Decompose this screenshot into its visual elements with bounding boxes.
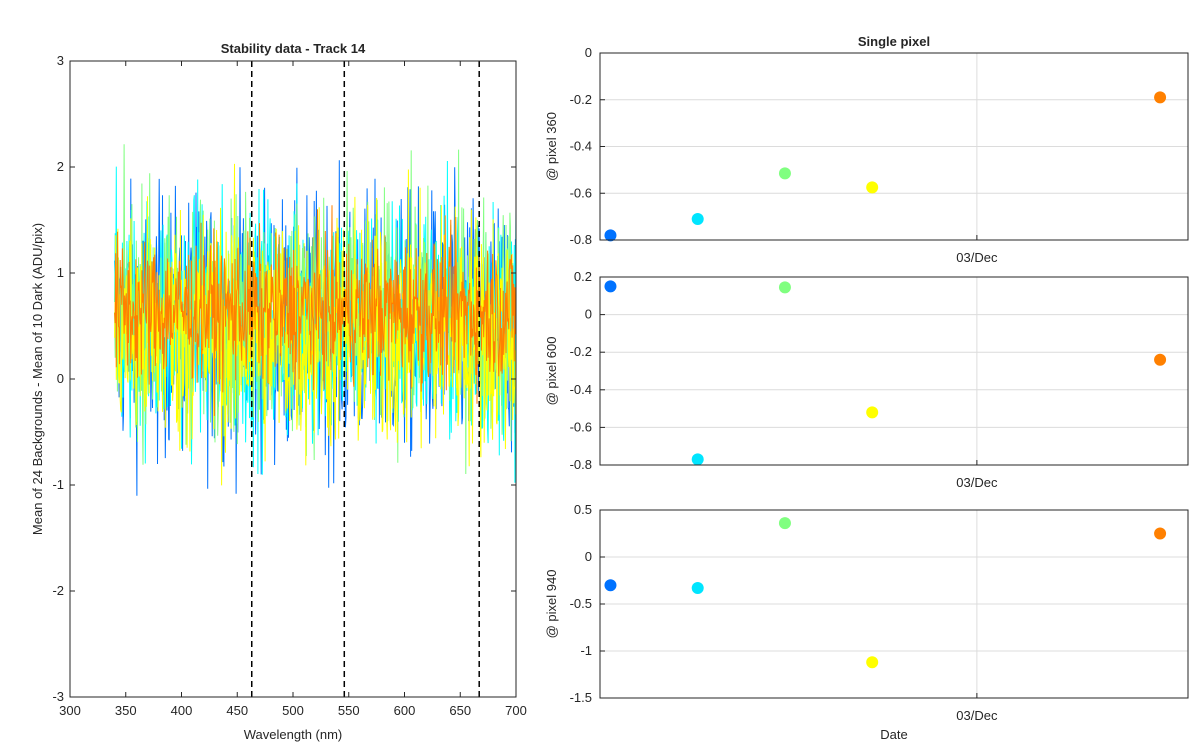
single-pixel-title: Single pixel bbox=[858, 34, 930, 49]
y-tick-label: 1 bbox=[57, 265, 64, 280]
y-tick-label: -1 bbox=[52, 477, 64, 492]
pixel-600-panel: -0.8 -0.6 -0.4 -0.2 0 0.2 03/Dec @ pixel 600 bbox=[544, 269, 1189, 490]
spectrum-chart-title: Stability data - Track 14 bbox=[221, 41, 366, 56]
x-tick-label: 600 bbox=[394, 703, 416, 718]
x-tick-label: 300 bbox=[59, 703, 81, 718]
data-point-3 bbox=[778, 517, 791, 530]
spectrum-y-ticks: -3 -2 -1 0 1 2 3 bbox=[52, 53, 516, 704]
y-tick-label: 0 bbox=[585, 307, 592, 322]
date-axis-label: Date bbox=[880, 727, 907, 742]
x-tick-label: 450 bbox=[226, 703, 248, 718]
panel-frame bbox=[599, 509, 1189, 699]
y-tick-label: 0.2 bbox=[574, 269, 592, 284]
y-tick-label: 2 bbox=[57, 159, 64, 174]
panel-y-axis-label: @ pixel 600 bbox=[544, 337, 559, 406]
y-tick-label: -0.2 bbox=[570, 92, 592, 107]
data-point-5 bbox=[1154, 91, 1167, 104]
y-tick-label: -1 bbox=[580, 643, 592, 658]
x-tick-label: 700 bbox=[505, 703, 527, 718]
x-tick-label-date: 03/Dec bbox=[956, 708, 998, 723]
spectrum-vertical-lines bbox=[250, 61, 480, 697]
x-tick-label-date: 03/Dec bbox=[956, 475, 998, 490]
y-tick-label: 0 bbox=[585, 45, 592, 60]
panel-frame bbox=[599, 276, 1189, 466]
data-point-3 bbox=[778, 167, 791, 180]
y-tick-label: -3 bbox=[52, 689, 64, 704]
spectrum-x-ticks: 300 350 400 450 500 550 600 650 700 bbox=[59, 61, 527, 718]
data-point-2 bbox=[691, 582, 704, 595]
y-tick-label: -1.5 bbox=[570, 690, 592, 705]
y-tick-label: -0.6 bbox=[570, 419, 592, 434]
y-tick-label: -0.4 bbox=[570, 139, 592, 154]
data-point-1 bbox=[604, 579, 617, 592]
data-point-1 bbox=[604, 229, 617, 242]
y-tick-label: 0.5 bbox=[574, 502, 592, 517]
x-tick-label: 550 bbox=[338, 703, 360, 718]
data-point-2 bbox=[691, 453, 704, 466]
x-tick-label-date: 03/Dec bbox=[956, 250, 998, 265]
data-point-1 bbox=[604, 280, 617, 293]
panel-frame bbox=[599, 52, 1189, 241]
x-tick-label: 650 bbox=[449, 703, 471, 718]
y-tick-label: -0.4 bbox=[570, 382, 592, 397]
y-tick-label: -0.2 bbox=[570, 344, 592, 359]
y-tick-label: 0 bbox=[585, 549, 592, 564]
data-point-4 bbox=[866, 181, 879, 194]
spectrum-x-axis-label: Wavelength (nm) bbox=[244, 727, 343, 742]
single-pixel-panels: Single pixel -0.8 -0.6 -0.4 -0.2 0 03/Dec @ pi… bbox=[544, 34, 1189, 742]
data-point-5 bbox=[1154, 353, 1167, 366]
data-point-4 bbox=[866, 656, 879, 669]
panel-y-axis-label: @ pixel 940 bbox=[544, 570, 559, 639]
y-tick-label: 0 bbox=[57, 371, 64, 386]
spectrum-series-group bbox=[114, 144, 517, 496]
spectrum-y-axis-label: Mean of 24 Backgrounds - Mean of 10 Dark… bbox=[30, 223, 45, 535]
x-tick-label: 500 bbox=[282, 703, 304, 718]
x-tick-label: 400 bbox=[171, 703, 193, 718]
data-point-2 bbox=[691, 212, 704, 225]
data-point-4 bbox=[866, 406, 879, 419]
spectrum-series-4 bbox=[114, 163, 517, 486]
spectrum-chart: Stability data - Track 14 300 350 400 450 50… bbox=[30, 41, 527, 742]
y-tick-label: -2 bbox=[52, 583, 64, 598]
pixel-360-panel: -0.8 -0.6 -0.4 -0.2 0 03/Dec @ pixel 360 bbox=[544, 45, 1189, 265]
data-point-5 bbox=[1154, 527, 1167, 540]
y-tick-label: -0.6 bbox=[570, 185, 592, 200]
panel-y-axis-label: @ pixel 360 bbox=[544, 112, 559, 181]
spectrum-series-5 bbox=[114, 205, 517, 417]
x-tick-label: 350 bbox=[115, 703, 137, 718]
y-tick-label: 3 bbox=[57, 53, 64, 68]
pixel-940-panel: -1.5 -1 -0.5 0 0.5 03/Dec @ pixel 940 bbox=[544, 502, 1189, 723]
y-tick-label: -0.5 bbox=[570, 596, 592, 611]
data-point-3 bbox=[778, 281, 791, 294]
y-tick-label: -0.8 bbox=[570, 232, 592, 247]
y-tick-label: -0.8 bbox=[570, 457, 592, 472]
